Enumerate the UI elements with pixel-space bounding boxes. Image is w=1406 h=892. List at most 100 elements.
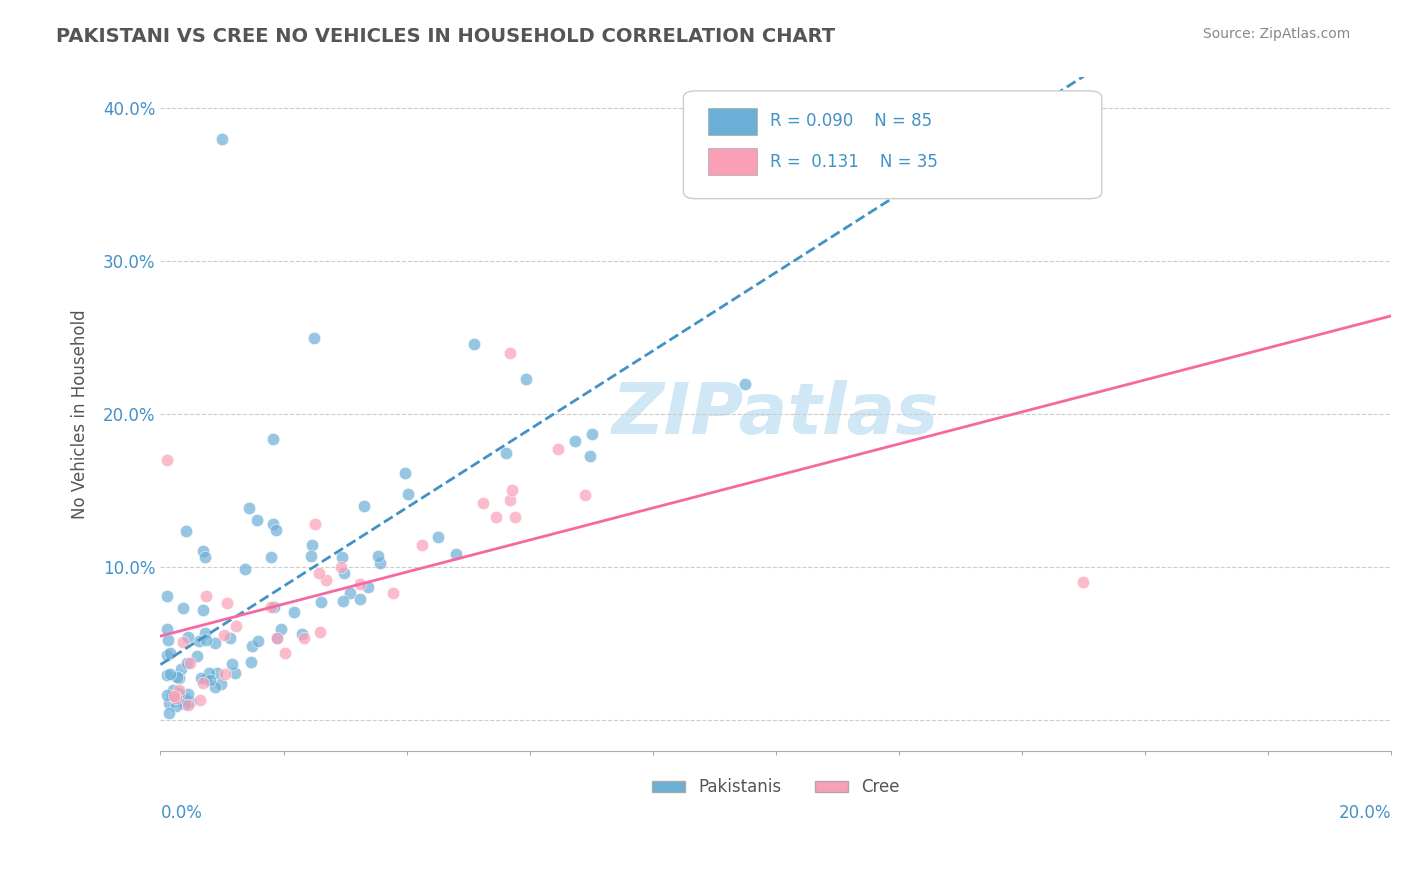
Point [225,619,247,633]
Point [368,556,391,570]
Point [191,543,214,558]
Point [215,595,238,609]
Point [367,549,389,563]
Point [190,671,212,685]
Text: 0.0%: 0.0% [160,805,202,822]
Bar [709,148,758,175]
Point [581,426,603,441]
Point [174,524,197,538]
Point [165,698,187,713]
Point [163,689,186,703]
Point [157,706,180,721]
Bar [709,108,758,135]
Point [394,466,416,480]
Point [260,550,283,565]
Point [304,517,326,532]
Text: 20.0%: 20.0% [1339,805,1391,822]
Point [339,586,361,600]
Point [170,662,193,676]
Point [166,670,188,684]
Point [349,592,371,607]
Point [309,595,332,609]
Point [333,566,356,580]
Point [167,671,190,685]
Point [174,698,197,712]
Point [195,672,218,686]
Point [485,510,508,524]
Point [304,330,326,344]
Point [357,580,380,594]
Point [411,538,433,552]
Point [315,574,337,588]
Point [463,336,485,351]
Point [172,635,194,649]
Point [177,687,200,701]
Point [444,548,467,562]
Point [156,688,179,702]
Point [682,155,704,169]
Point [173,600,195,615]
Text: PAKISTANI VS CREE NO VEHICLES IN HOUSEHOLD CORRELATION CHART: PAKISTANI VS CREE NO VEHICLES IN HOUSEHO… [56,27,835,45]
Point [239,655,262,669]
Point [179,695,201,709]
Point [176,656,198,670]
Text: R = 0.090    N = 85: R = 0.090 N = 85 [769,112,932,130]
Point [1073,575,1095,590]
Point [564,434,586,448]
Point [547,442,569,456]
Text: R =  0.131    N = 35: R = 0.131 N = 35 [769,153,938,170]
Point [263,599,285,614]
Point [221,657,243,672]
Point [505,510,527,524]
Point [162,682,184,697]
Point [204,680,226,694]
Point [499,493,522,508]
Point [198,665,221,680]
Point [209,677,232,691]
Point [579,449,602,463]
Point [214,666,236,681]
Point [195,589,218,603]
Point [291,626,314,640]
Text: Source: ZipAtlas.com: Source: ZipAtlas.com [1202,27,1350,41]
Point [574,488,596,502]
Point [176,698,198,713]
Point [472,496,495,510]
Point [188,633,211,648]
Point [219,631,242,645]
Point [301,549,323,563]
Y-axis label: No Vehicles in Household: No Vehicles in Household [72,310,89,519]
Point [308,624,330,639]
Point [211,131,233,145]
Point [292,632,315,646]
Point [515,372,537,386]
Point [156,668,179,682]
Point [396,487,419,501]
Point [191,603,214,617]
Point [186,648,208,663]
Point [332,594,354,608]
Point [157,696,180,710]
Point [734,376,756,391]
Point [274,646,297,660]
Point [156,453,179,467]
Point [212,628,235,642]
Point [246,513,269,527]
Point [233,562,256,576]
Point [238,500,260,515]
Point [270,623,292,637]
Point [264,523,287,537]
Legend: Pakistanis, Cree: Pakistanis, Cree [645,772,907,803]
Point [501,483,523,497]
Point [283,605,305,619]
Point [170,694,193,708]
Point [167,682,190,697]
Point [177,630,200,644]
Point [224,666,246,681]
Point [174,692,197,706]
Point [191,675,214,690]
Point [156,648,179,663]
Point [262,432,284,446]
Point [195,632,218,647]
Point [262,516,284,531]
